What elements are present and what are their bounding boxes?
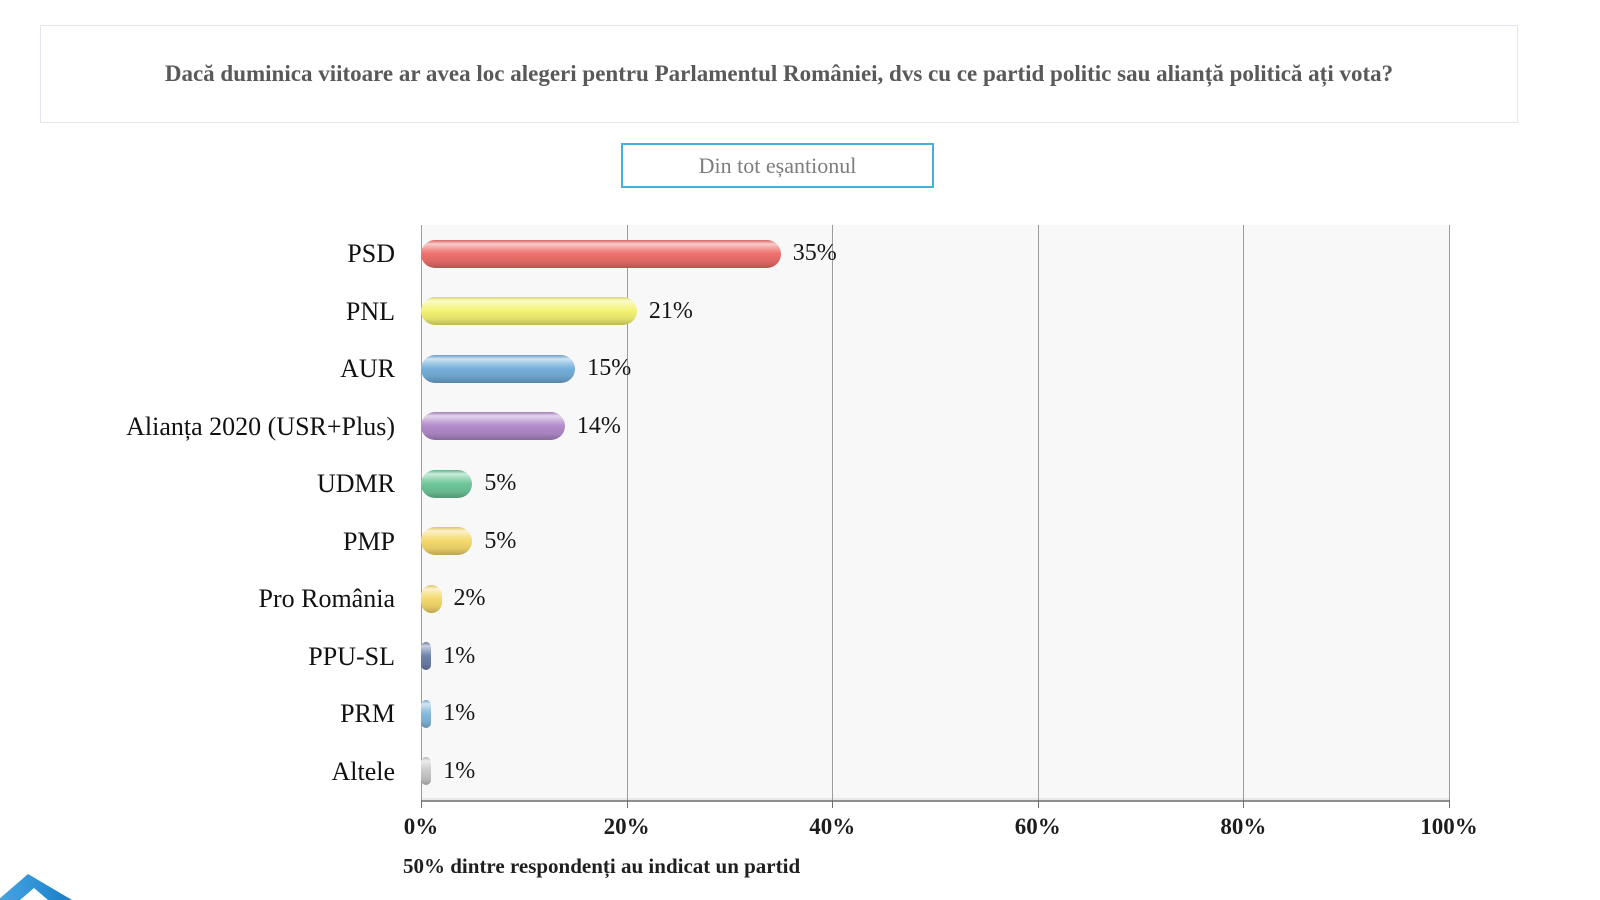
gridline: [421, 225, 422, 800]
category-label: PMP: [342, 526, 395, 556]
value-label: 35%: [792, 240, 837, 266]
bar: [421, 642, 432, 671]
category-label: Pro România: [258, 584, 396, 613]
axis-tick: [1449, 800, 1450, 808]
bar: [421, 757, 432, 786]
value-label: 5%: [484, 527, 517, 554]
bar: [421, 412, 565, 441]
sample-scope-label: Din tot eșantionul: [698, 152, 857, 178]
bar: [421, 469, 473, 498]
x-tick-label: 100%: [1420, 814, 1478, 839]
value-label: 14%: [576, 412, 621, 439]
value-label: 1%: [443, 757, 476, 784]
bar: [421, 527, 473, 556]
chart-footnote: 50% dintre respondenți au indicat un par…: [403, 854, 801, 878]
value-label: 1%: [443, 700, 476, 726]
chart-row: AUR 15%: [340, 340, 1449, 398]
category-label: UDMR: [316, 469, 395, 498]
gridline: [626, 225, 628, 800]
axis-tick: [421, 800, 422, 808]
chart-row: Alianța 2020 (USR+Plus) 14%: [126, 398, 1449, 456]
x-tick-label: 80%: [1220, 814, 1267, 839]
bar: [421, 354, 576, 383]
axis-tick: [832, 800, 834, 808]
chart-row: PSD 35%: [347, 225, 1449, 283]
sample-scope-badge: Din tot eșantionul: [621, 143, 934, 188]
x-tick-label: 60%: [1014, 814, 1061, 839]
axis-tick: [626, 800, 628, 808]
chart-row: PPU-SL 1%: [308, 628, 1449, 686]
question-box: Dacă duminica viitoare ar avea loc alege…: [40, 25, 1518, 123]
value-label: 1%: [443, 642, 476, 669]
value-label: 2%: [453, 585, 486, 611]
gridline: [1449, 225, 1450, 800]
axis-tick: [1243, 800, 1245, 808]
x-tick-label: 0%: [403, 814, 439, 839]
category-label: AUR: [340, 354, 395, 383]
category-label: Alianța 2020 (USR+Plus): [126, 411, 395, 441]
category-label: PPU-SL: [308, 641, 395, 671]
category-label: Altele: [331, 756, 395, 786]
category-label: PNL: [345, 296, 395, 326]
bar: [421, 239, 781, 268]
plot-area: 0% 20% 40% 60% 80% 100% PSD 35% PNL 21% AUR 15% Alia…: [126, 225, 1478, 839]
category-label: PSD: [347, 239, 395, 268]
category-label: PRM: [340, 699, 395, 728]
bar: [421, 584, 442, 613]
bar: [421, 297, 637, 326]
value-label: 21%: [648, 297, 693, 324]
chart-row: Pro România 2%: [259, 570, 1449, 628]
value-label: 5%: [484, 470, 517, 496]
value-label: 15%: [587, 355, 632, 381]
chart-row: PRM 1%: [340, 685, 1449, 743]
question-text: Dacă duminica viitoare ar avea loc alege…: [164, 60, 1394, 86]
chart-row: UDMR 5%: [317, 455, 1449, 513]
x-axis-line: [421, 800, 1449, 802]
gridline: [1243, 225, 1245, 800]
x-tick-label: 20%: [603, 814, 650, 839]
avangarde-logo: [0, 874, 72, 900]
chart-row: Altele 1%: [331, 743, 1449, 801]
bar: [421, 699, 432, 728]
axis-tick: [1037, 800, 1039, 808]
chart-row: PNL 21%: [346, 283, 1449, 341]
x-tick-label: 40%: [809, 814, 856, 839]
chart-row: PMP 5%: [343, 513, 1449, 571]
gridline: [1037, 225, 1039, 800]
gridline: [832, 225, 834, 800]
